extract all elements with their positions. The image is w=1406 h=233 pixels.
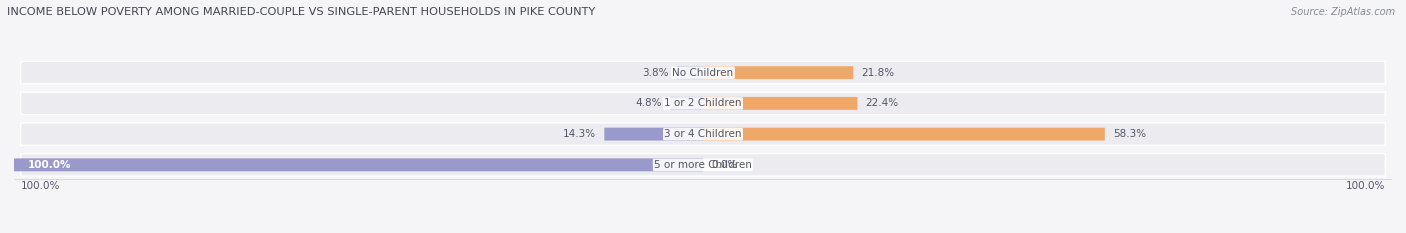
Text: 100.0%: 100.0% bbox=[21, 181, 60, 191]
Text: INCOME BELOW POVERTY AMONG MARRIED-COUPLE VS SINGLE-PARENT HOUSEHOLDS IN PIKE CO: INCOME BELOW POVERTY AMONG MARRIED-COUPL… bbox=[7, 7, 595, 17]
FancyBboxPatch shape bbox=[703, 97, 858, 110]
Text: 0.0%: 0.0% bbox=[711, 160, 738, 170]
FancyBboxPatch shape bbox=[703, 128, 1105, 140]
FancyBboxPatch shape bbox=[676, 66, 703, 79]
Text: Source: ZipAtlas.com: Source: ZipAtlas.com bbox=[1291, 7, 1395, 17]
Text: 100.0%: 100.0% bbox=[1346, 181, 1385, 191]
FancyBboxPatch shape bbox=[21, 92, 1385, 115]
Text: 58.3%: 58.3% bbox=[1114, 129, 1146, 139]
Text: 100.0%: 100.0% bbox=[28, 160, 72, 170]
FancyBboxPatch shape bbox=[21, 154, 1385, 176]
Text: 22.4%: 22.4% bbox=[866, 98, 898, 108]
FancyBboxPatch shape bbox=[21, 123, 1385, 145]
Text: 5 or more Children: 5 or more Children bbox=[654, 160, 752, 170]
FancyBboxPatch shape bbox=[703, 66, 853, 79]
FancyBboxPatch shape bbox=[669, 97, 703, 110]
Text: 3.8%: 3.8% bbox=[643, 68, 669, 78]
Text: No Children: No Children bbox=[672, 68, 734, 78]
Text: 1 or 2 Children: 1 or 2 Children bbox=[664, 98, 742, 108]
FancyBboxPatch shape bbox=[21, 62, 1385, 84]
Text: 4.8%: 4.8% bbox=[636, 98, 662, 108]
Text: 21.8%: 21.8% bbox=[862, 68, 894, 78]
FancyBboxPatch shape bbox=[14, 158, 703, 171]
FancyBboxPatch shape bbox=[605, 128, 703, 140]
Text: 14.3%: 14.3% bbox=[562, 129, 596, 139]
Text: 3 or 4 Children: 3 or 4 Children bbox=[664, 129, 742, 139]
